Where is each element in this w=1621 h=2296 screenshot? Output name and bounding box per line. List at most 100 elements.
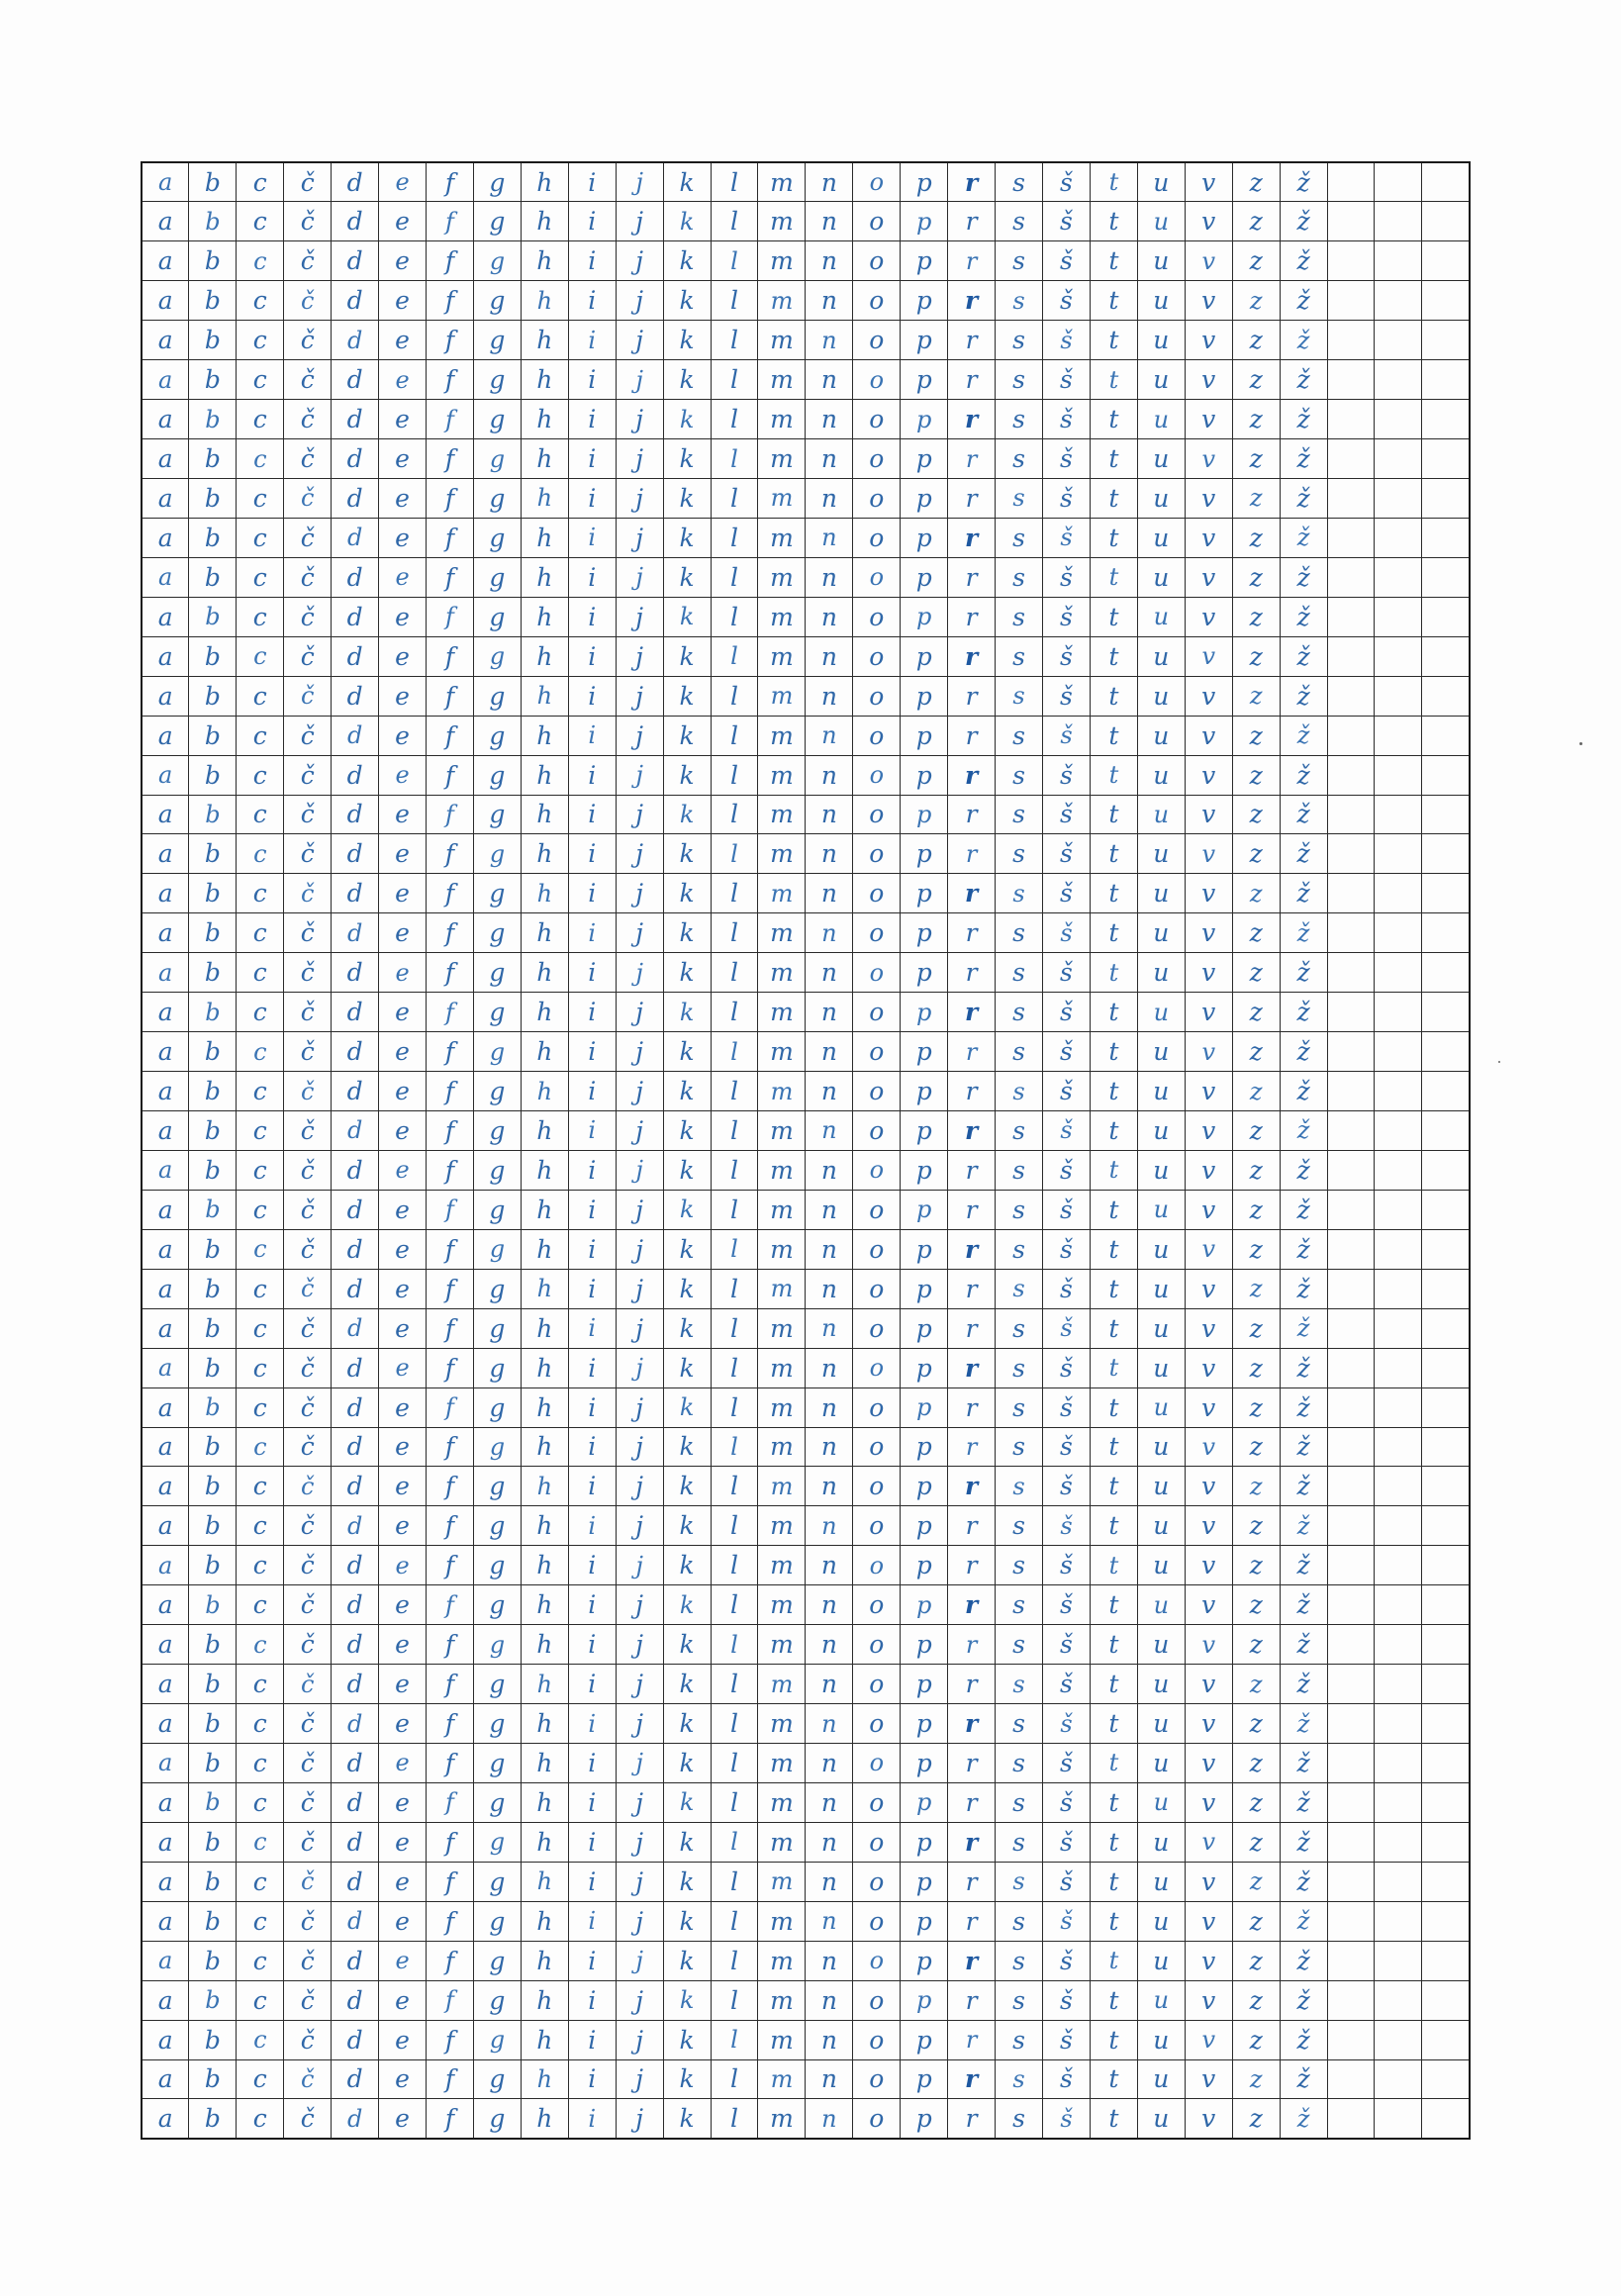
empty-cell bbox=[1374, 1584, 1423, 1626]
letter-cell: h bbox=[520, 1387, 569, 1428]
letter-cell: m bbox=[757, 478, 807, 519]
letter-cell: b bbox=[188, 1940, 238, 1981]
letter-cell: e bbox=[378, 201, 428, 242]
letter-cell: a bbox=[141, 438, 190, 479]
letter-cell: g bbox=[472, 1979, 522, 2021]
letter-cell: l bbox=[710, 1228, 759, 1270]
letter-cell: i bbox=[567, 1110, 617, 1151]
letter-cell: š bbox=[1042, 1743, 1091, 1783]
letter-cell: p bbox=[900, 2058, 949, 2100]
letter-cell: a bbox=[141, 1861, 190, 1902]
letter-cell: k bbox=[662, 399, 712, 440]
letter-cell: d bbox=[331, 1743, 380, 1783]
letter-cell: t bbox=[1089, 1584, 1138, 1626]
letter-cell: c bbox=[236, 478, 285, 519]
letter-cell: u bbox=[1136, 2098, 1186, 2140]
letter-cell: v bbox=[1184, 2058, 1233, 2100]
letter-cell: k bbox=[662, 280, 712, 322]
letter-cell: l bbox=[710, 1505, 759, 1547]
letter-cell: m bbox=[757, 1031, 807, 1073]
letter-cell: g bbox=[472, 794, 522, 835]
letter-cell: n bbox=[805, 833, 854, 875]
letter-cell: j bbox=[615, 1466, 664, 1507]
empty-cell bbox=[1421, 1821, 1471, 1863]
empty-cell bbox=[1421, 438, 1471, 479]
letter-cell: č bbox=[283, 833, 333, 875]
letter-cell: m bbox=[757, 1268, 807, 1309]
letter-cell: g bbox=[472, 1466, 522, 1507]
letter-cell: v bbox=[1184, 1821, 1233, 1863]
letter-cell: j bbox=[615, 1110, 664, 1151]
letter-cell: i bbox=[567, 1228, 617, 1270]
letter-cell: k bbox=[662, 635, 712, 677]
letter-cell: m bbox=[757, 1861, 807, 1902]
letter-cell: f bbox=[426, 952, 474, 994]
letter-cell: r bbox=[947, 1189, 997, 1230]
letter-cell: v bbox=[1184, 161, 1233, 203]
empty-cell bbox=[1374, 320, 1423, 361]
letter-cell: r bbox=[947, 715, 997, 756]
empty-cell bbox=[1421, 1466, 1471, 1507]
letter-cell: š bbox=[1042, 992, 1091, 1033]
letter-cell: k bbox=[662, 1940, 712, 1981]
letter-cell: n bbox=[805, 438, 854, 479]
letter-cell: r bbox=[947, 438, 997, 479]
letter-cell: s bbox=[995, 1466, 1044, 1507]
letter-cell: g bbox=[472, 1268, 522, 1309]
letter-cell: a bbox=[141, 1703, 190, 1744]
letter-cell: z bbox=[1231, 675, 1281, 717]
letter-cell: u bbox=[1136, 556, 1186, 598]
letter-cell: l bbox=[710, 1940, 759, 1981]
letter-cell: t bbox=[1089, 1664, 1138, 1705]
letter-cell: e bbox=[378, 1743, 428, 1783]
empty-cell bbox=[1326, 1505, 1376, 1547]
letter-cell: k bbox=[662, 992, 712, 1033]
letter-cell: a bbox=[141, 1584, 190, 1626]
empty-cell bbox=[1374, 2098, 1423, 2140]
letter-cell: j bbox=[615, 1149, 664, 1191]
letter-cell: g bbox=[472, 912, 522, 954]
letter-cell: s bbox=[995, 359, 1044, 401]
letter-cell: k bbox=[662, 1821, 712, 1863]
letter-cell: k bbox=[662, 359, 712, 401]
letter-cell: s bbox=[995, 1110, 1044, 1151]
empty-cell bbox=[1326, 1189, 1376, 1230]
letter-cell: z bbox=[1231, 1387, 1281, 1428]
letter-cell: s bbox=[995, 161, 1044, 203]
letter-cell: i bbox=[567, 1703, 617, 1744]
letter-cell: r bbox=[947, 912, 997, 954]
letter-cell: b bbox=[188, 1347, 238, 1388]
letter-cell: a bbox=[141, 635, 190, 677]
letter-cell: i bbox=[567, 1149, 617, 1191]
letter-cell: s bbox=[995, 438, 1044, 479]
empty-cell bbox=[1374, 2058, 1423, 2100]
letter-cell: š bbox=[1042, 517, 1091, 558]
letter-cell: z bbox=[1231, 1071, 1281, 1111]
letter-cell: i bbox=[567, 952, 617, 994]
empty-cell bbox=[1421, 952, 1471, 994]
paper-speck bbox=[1579, 742, 1582, 745]
letter-cell: t bbox=[1089, 1703, 1138, 1744]
letter-cell: k bbox=[662, 1110, 712, 1151]
letter-cell: c bbox=[236, 952, 285, 994]
letter-cell: r bbox=[947, 240, 997, 282]
letter-cell: e bbox=[378, 320, 428, 361]
letter-cell: k bbox=[662, 1584, 712, 1626]
letter-cell: d bbox=[331, 1703, 380, 1744]
letter-cell: c bbox=[236, 1505, 285, 1547]
letter-cell: ž bbox=[1279, 794, 1328, 835]
letter-cell: z bbox=[1231, 280, 1281, 322]
letter-cell: h bbox=[520, 833, 569, 875]
letter-cell: d bbox=[331, 1664, 380, 1705]
empty-cell bbox=[1421, 359, 1471, 401]
letter-cell: n bbox=[805, 359, 854, 401]
letter-cell: č bbox=[283, 596, 333, 637]
letter-cell: r bbox=[947, 399, 997, 440]
letter-cell: b bbox=[188, 1624, 238, 1666]
letter-cell: p bbox=[900, 280, 949, 322]
letter-cell: j bbox=[615, 873, 664, 914]
